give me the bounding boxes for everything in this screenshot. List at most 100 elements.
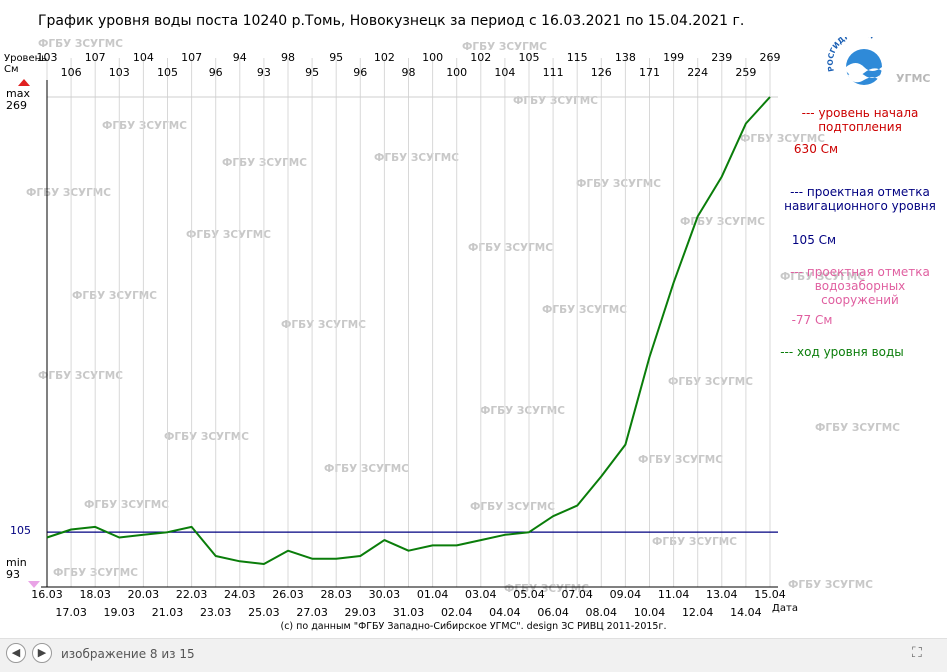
- watermark-text: ФГБУ ЗСУГМС: [652, 536, 737, 548]
- x-tick-label: 28.03: [320, 588, 352, 601]
- x-tick-label: 12.04: [682, 606, 714, 619]
- value-label: 239: [711, 51, 732, 64]
- x-tick-label: 19.03: [104, 606, 136, 619]
- watermark-text: ФГБУ ЗСУГМС: [186, 229, 271, 241]
- reference-value-label: 105: [10, 524, 31, 537]
- watermark-text: ФГБУ ЗСУГМС: [470, 501, 555, 513]
- next-image-button[interactable]: ▶: [32, 643, 52, 663]
- x-tick-label: 24.03: [224, 588, 256, 601]
- x-tick-label: 17.03: [55, 606, 87, 619]
- value-label: 104: [494, 66, 515, 79]
- x-tick-label: 01.04: [417, 588, 449, 601]
- watermark-text: ФГБУ ЗСУГМС: [324, 463, 409, 475]
- value-label: 98: [402, 66, 416, 79]
- value-label: 224: [687, 66, 708, 79]
- value-label: 98: [281, 51, 295, 64]
- watermark-text: ФГБУ ЗСУГМС: [740, 133, 825, 145]
- watermark-text: ФГБУ ЗСУГМС: [102, 120, 187, 132]
- min-max-markers: [18, 79, 40, 588]
- x-tick-label: 03.04: [465, 588, 497, 601]
- watermark-text: ФГБУ ЗСУГМС: [222, 157, 307, 169]
- viewer-nav-bar: ◀ ▶ изображение 8 из 15 ⛶: [0, 638, 947, 672]
- value-label: 100: [422, 51, 443, 64]
- water-level-chart: ФГБУ ЗСУГМС ФГБУ ЗСУГМС ФГБУ ЗСУГМС ФГБУ ЗС…: [4, 38, 900, 619]
- rosgidromet-logo: РОСГИДРОМЕТ: [826, 29, 896, 87]
- x-tick-label: 31.03: [393, 606, 425, 619]
- value-label: 105: [157, 66, 178, 79]
- watermark-text: ФГБУ ЗСУГМС: [38, 370, 123, 382]
- arrow-left-icon: ◀: [11, 646, 21, 659]
- prev-image-button[interactable]: ◀: [6, 643, 26, 663]
- watermark-text: ФГБУ ЗСУГМС: [542, 304, 627, 316]
- x-tick-label: 18.03: [79, 588, 111, 601]
- x-tick-label: 27.03: [296, 606, 328, 619]
- value-label: 111: [543, 66, 564, 79]
- x-tick-label: 11.04: [658, 588, 690, 601]
- value-label: 95: [329, 51, 343, 64]
- value-label: 100: [446, 66, 467, 79]
- x-tick-label: 02.04: [441, 606, 473, 619]
- x-tick-label: 06.04: [537, 606, 569, 619]
- x-tick-label: 13.04: [706, 588, 738, 601]
- legend-intake-label: --- проектная отметка водозаборных соору…: [790, 265, 930, 307]
- min-marker-icon: [28, 581, 40, 588]
- series-line-water-level: [46, 96, 771, 565]
- value-label: 102: [470, 51, 491, 64]
- fullscreen-icon: ⛶: [912, 645, 922, 661]
- x-tick-label: 09.04: [610, 588, 642, 601]
- value-label: 103: [37, 51, 58, 64]
- watermarks: ФГБУ ЗСУГМС ФГБУ ЗСУГМС ФГБУ ЗСУГМС ФГБУ ЗС…: [26, 38, 900, 595]
- x-tick-label: 30.03: [369, 588, 401, 601]
- image-counter: изображение 8 из 15: [61, 647, 195, 661]
- watermark-text: ФГБУ ЗСУГМС: [38, 38, 123, 50]
- x-tick-label: 08.04: [586, 606, 618, 619]
- logo-icon: РОСГИДРОМЕТ: [826, 29, 882, 85]
- chart-title: График уровня воды поста 10240 р.Томь, Н…: [38, 13, 745, 29]
- x-tick-label: 23.03: [200, 606, 232, 619]
- legend-nav-value: 105 См: [791, 233, 837, 247]
- value-label: 95: [305, 66, 319, 79]
- watermark-text: ФГБУ ЗСУГМС: [72, 290, 157, 302]
- value-label: 138: [615, 51, 636, 64]
- watermark-text: ФГБУ ЗСУГМС: [788, 579, 873, 591]
- footer-credit: (с) по данным "ФГБУ Западно-Сибирское УГ…: [280, 621, 667, 632]
- watermark-text: ФГБУ ЗСУГМС: [281, 319, 366, 331]
- watermark-text: ФГБУ ЗСУГМС: [462, 41, 547, 53]
- series-lines: [46, 96, 771, 565]
- watermark-text: ФГБУ ЗСУГМС: [638, 454, 723, 466]
- value-label: 269: [760, 51, 781, 64]
- value-label: 93: [257, 66, 271, 79]
- watermark-text: ФГБУ ЗСУГМС: [680, 216, 765, 228]
- watermark-text: ФГБУ ЗСУГМС: [26, 187, 111, 199]
- x-tick-label: 05.04: [513, 588, 545, 601]
- max-marker-icon: [18, 79, 30, 86]
- x-tick-label: 14.04: [730, 606, 762, 619]
- value-label: 115: [567, 51, 588, 64]
- value-label: 94: [233, 51, 247, 64]
- value-label: 107: [85, 51, 106, 64]
- chart-axes: [41, 80, 778, 588]
- value-label: 199: [663, 51, 684, 64]
- watermark-text: ФГБУ ЗСУГМС: [84, 499, 169, 511]
- value-label: 105: [519, 51, 540, 64]
- value-label: 126: [591, 66, 612, 79]
- arrow-right-icon: ▶: [37, 646, 47, 659]
- watermark-text: ФГБУ ЗСУГМС: [668, 376, 753, 388]
- x-tick-label: 26.03: [272, 588, 304, 601]
- legend-water-label: --- ход уровня воды: [780, 345, 904, 359]
- watermark-text: ФГБУ ЗСУГМС: [480, 405, 565, 417]
- fullscreen-button[interactable]: ⛶: [912, 645, 932, 661]
- value-label: 171: [639, 66, 660, 79]
- watermark-text: ФГБУ ЗСУГМС: [504, 583, 589, 595]
- value-label: 104: [133, 51, 154, 64]
- x-tick-label: 25.03: [248, 606, 280, 619]
- legend-nav-label: --- проектная отметка навигационного уро…: [784, 185, 936, 213]
- x-tick-label: 15.04: [754, 588, 786, 601]
- min-label: min: [6, 556, 27, 569]
- x-tick-label: 29.03: [345, 606, 377, 619]
- watermark-text: ФГБУ ЗСУГМС: [815, 422, 900, 434]
- max-value: 269: [6, 99, 27, 112]
- value-label: 103: [109, 66, 130, 79]
- value-label: 96: [209, 66, 223, 79]
